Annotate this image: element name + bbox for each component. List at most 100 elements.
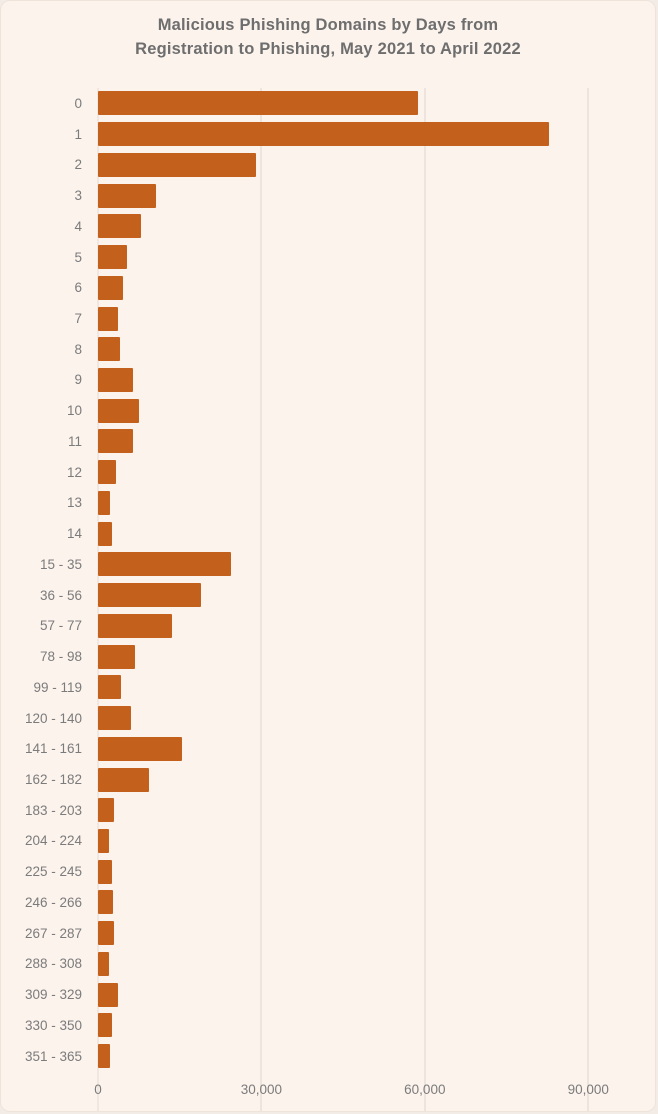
bar-row: 141 - 161	[1, 733, 655, 764]
category-label: 13	[66, 495, 82, 511]
bar	[98, 613, 172, 638]
bar-row: 5	[1, 242, 655, 273]
bar-row: 10	[1, 395, 655, 426]
x-axis: 0 30,000 60,000 90,000	[1, 1072, 655, 1106]
bar	[98, 429, 134, 454]
bar-row: 4	[1, 211, 655, 242]
bar-track	[98, 767, 655, 792]
category-label: 0	[74, 95, 82, 111]
category-label: 162 - 182	[24, 772, 82, 788]
bar-track	[98, 275, 655, 300]
bar-row: 351 - 365	[1, 1041, 655, 1072]
gridline	[423, 88, 426, 1111]
category-label: 225 - 245	[24, 864, 82, 880]
bar-row: 2	[1, 149, 655, 180]
bar	[98, 859, 112, 884]
bar-track	[98, 613, 655, 638]
gridline	[587, 88, 590, 1111]
bar-row: 3	[1, 180, 655, 211]
bar	[98, 91, 419, 116]
bar	[98, 798, 114, 823]
category-label: 246 - 266	[24, 894, 82, 910]
bar	[98, 890, 114, 915]
gridline	[260, 88, 263, 1111]
category-label: 4	[74, 218, 82, 234]
bar	[98, 275, 123, 300]
x-tick-label: 60,000	[404, 1081, 446, 1097]
bar	[98, 367, 133, 392]
bar-track	[98, 306, 655, 331]
bar-track	[98, 644, 655, 669]
bar-track	[98, 890, 655, 915]
bar-track	[98, 1013, 655, 1038]
category-label: 120 - 140	[24, 710, 82, 726]
chart-title-line2: Registration to Phishing, May 2021 to Ap…	[135, 39, 521, 58]
category-label: 267 - 287	[24, 925, 82, 941]
bar-row: 120 - 140	[1, 703, 655, 734]
bar-track	[98, 460, 655, 485]
category-label: 12	[66, 464, 82, 480]
category-label: 141 - 161	[24, 741, 82, 757]
bar	[98, 583, 201, 608]
bar-row: 183 - 203	[1, 795, 655, 826]
bar-row: 288 - 308	[1, 949, 655, 980]
bar-track	[98, 798, 655, 823]
category-label: 9	[74, 372, 82, 388]
bar-track	[98, 521, 655, 546]
bar-track	[98, 982, 655, 1007]
bar-track	[98, 675, 655, 700]
category-label: 309 - 329	[24, 987, 82, 1003]
bar-row: 7	[1, 303, 655, 334]
bar	[98, 398, 139, 423]
category-label: 2	[74, 157, 82, 173]
bar	[98, 490, 110, 515]
category-label: 330 - 350	[24, 1017, 82, 1033]
bar-track	[98, 490, 655, 515]
chart-title: Malicious Phishing Domains by Days from …	[1, 1, 655, 61]
bar-row: 36 - 56	[1, 580, 655, 611]
category-label: 183 - 203	[24, 802, 82, 818]
bar-track	[98, 736, 655, 761]
bar-row: 0	[1, 88, 655, 119]
category-label: 7	[74, 311, 82, 326]
category-label: 8	[74, 341, 82, 357]
bar-row: 162 - 182	[1, 764, 655, 795]
bar-track	[98, 152, 655, 177]
bar	[98, 152, 256, 177]
bar-track	[98, 398, 655, 423]
bar-row: 13	[1, 488, 655, 519]
bar	[98, 337, 121, 362]
category-label: 5	[74, 249, 82, 265]
bar-row: 330 - 350	[1, 1010, 655, 1041]
category-label: 1	[74, 126, 82, 142]
bar	[98, 921, 114, 946]
bar-track	[98, 828, 655, 853]
bar	[98, 675, 121, 700]
bar	[98, 1044, 110, 1069]
bar-track	[98, 951, 655, 976]
bar-row: 14	[1, 518, 655, 549]
bar	[98, 183, 157, 208]
category-label: 36 - 56	[39, 587, 82, 603]
bar-row: 267 - 287	[1, 918, 655, 949]
bar	[98, 828, 109, 853]
bar	[98, 644, 136, 669]
category-label: 10	[66, 403, 82, 419]
category-label: 14	[66, 526, 82, 542]
bar-track	[98, 583, 655, 608]
bar	[98, 521, 113, 546]
bar	[98, 306, 119, 331]
bar-row: 6	[1, 272, 655, 303]
category-label: 15 - 35	[39, 556, 82, 572]
bar	[98, 122, 549, 147]
x-tick-label: 90,000	[567, 1081, 609, 1097]
category-label: 6	[74, 280, 82, 296]
bar-row: 57 - 77	[1, 610, 655, 641]
bar	[98, 1013, 112, 1038]
bar-track	[98, 122, 655, 147]
category-label: 57 - 77	[39, 618, 82, 634]
bar-row: 99 - 119	[1, 672, 655, 703]
bar-row: 225 - 245	[1, 856, 655, 887]
bar-row: 9	[1, 365, 655, 396]
